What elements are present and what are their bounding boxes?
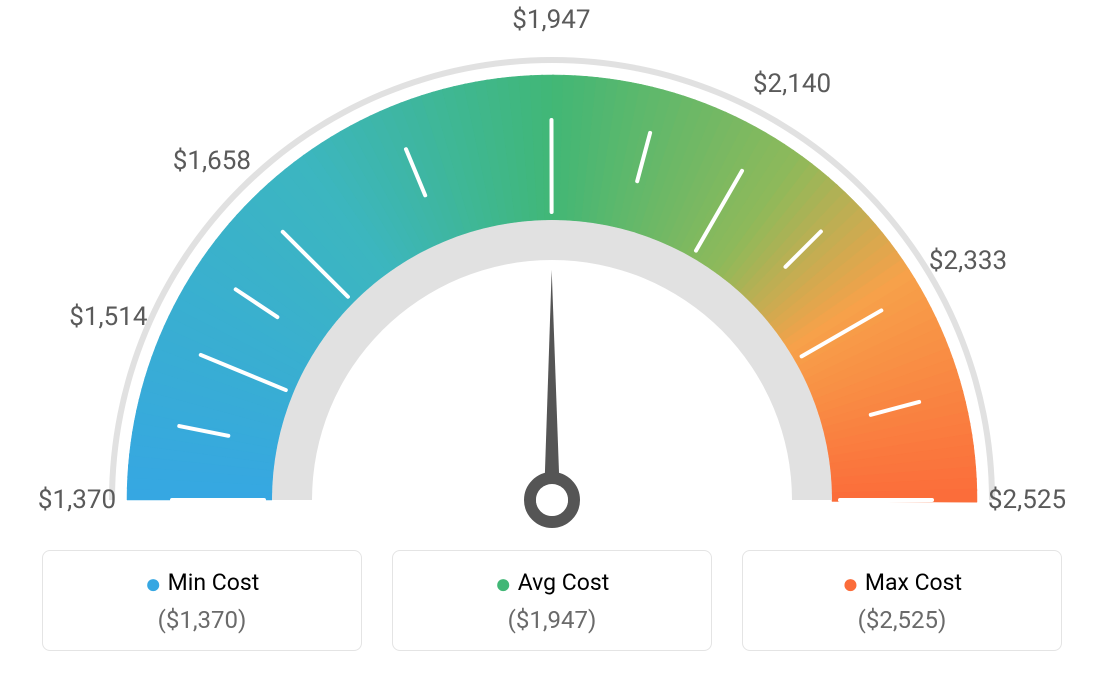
gauge-tick-label: $1,370 (38, 485, 116, 515)
avg-cost-card: ●Avg Cost ($1,947) (392, 550, 712, 651)
gauge-tick-label: $2,525 (988, 485, 1066, 515)
max-cost-value: ($2,525) (753, 606, 1051, 634)
min-cost-card: ●Min Cost ($1,370) (42, 550, 362, 651)
avg-cost-value: ($1,947) (403, 606, 701, 634)
gauge-svg (0, 0, 1104, 560)
min-cost-value: ($1,370) (53, 606, 351, 634)
gauge-chart: $1,370 $1,514 $1,658 $1,947 $2,140 $2,333 $2,5… (0, 0, 1104, 560)
gauge-tick-label: $1,514 (69, 302, 147, 332)
avg-cost-label: Avg Cost (518, 569, 610, 596)
min-cost-label: Min Cost (168, 569, 260, 596)
avg-cost-title: ●Avg Cost (403, 569, 701, 596)
gauge-tick-label: $2,333 (929, 246, 1007, 276)
avg-dot-icon: ● (495, 567, 512, 600)
min-cost-title: ●Min Cost (53, 569, 351, 596)
max-cost-title: ●Max Cost (753, 569, 1051, 596)
max-cost-label: Max Cost (865, 569, 962, 596)
gauge-tick-label: $1,947 (512, 5, 590, 35)
cost-cards: ●Min Cost ($1,370) ●Avg Cost ($1,947) ●M… (0, 550, 1104, 651)
gauge-tick-label: $2,140 (753, 69, 831, 99)
gauge-tick-label: $1,658 (173, 146, 251, 176)
max-dot-icon: ● (842, 567, 859, 600)
min-dot-icon: ● (145, 567, 162, 600)
max-cost-card: ●Max Cost ($2,525) (742, 550, 1062, 651)
